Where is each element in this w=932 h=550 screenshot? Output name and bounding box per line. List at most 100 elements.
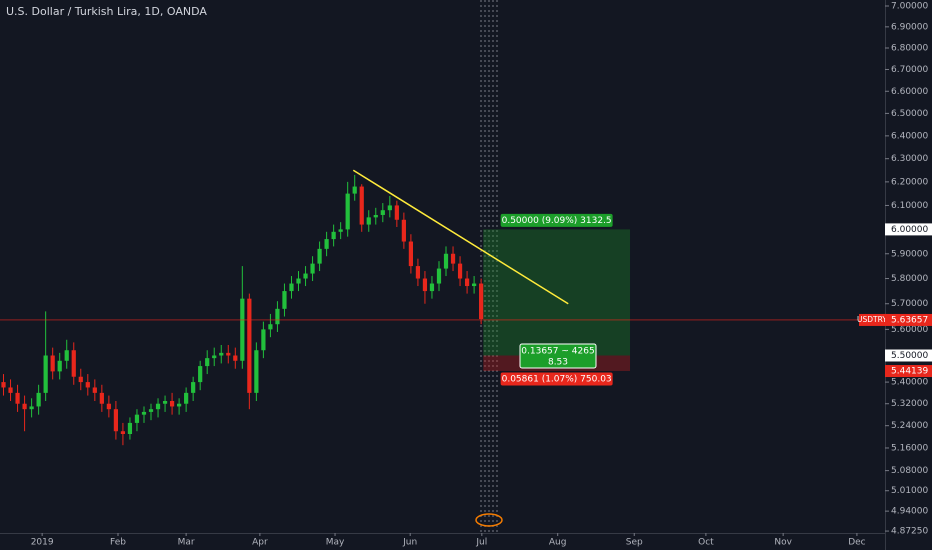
y-tick-label: 6.10000 [891,201,928,211]
candle-body [296,278,301,284]
y-tick-label: 5.24000 [891,421,928,431]
candle-body [127,422,133,435]
candle-body [78,376,83,383]
candle-body [92,387,97,393]
session-dividers [480,0,498,533]
candle-body [359,186,364,225]
pnl-box-border [519,343,597,369]
candle-body [261,329,266,351]
x-tick-label: 2019 [31,538,54,548]
candle-body [345,193,350,230]
candle-body [184,392,189,404]
candle-body [219,352,224,356]
y-tick-label: 5.16000 [891,443,928,453]
candle-body [457,263,463,279]
x-tick-label: Mar [178,538,195,548]
candle-body [387,205,392,211]
symbol-label: USDTRY [857,315,887,324]
candle-body [120,431,126,435]
candle-body [15,392,20,404]
trendline [352,169,569,305]
candle-body [50,355,55,372]
candle-body [198,366,203,383]
candle-body [155,403,161,410]
y-tick-label: 5.80000 [891,274,928,284]
candle-body [408,241,413,267]
y-tick-label: 6.20000 [891,177,928,187]
x-tick-label: Nov [774,538,792,548]
x-tick-label: Oct [698,538,714,548]
y-tick-label: 6.70000 [891,65,928,75]
y-tick-label: 5.01000 [891,486,928,496]
y-tick-label: 5.40000 [891,378,928,388]
y-tick-label: 5.08000 [891,466,928,476]
y-tick-label: 5.32000 [891,399,928,409]
candle-body [422,278,428,292]
candle-body [310,263,315,274]
pnl-box [520,344,596,368]
position-profit-zone [483,229,631,356]
candle-body [99,392,104,404]
candle-body [85,382,90,388]
candle-body [472,283,477,287]
candle-body [8,387,13,393]
candle-body [401,219,406,242]
stop-axis-badge [885,365,932,378]
entry-axis-label: 5.50000 [891,351,928,361]
event-marker[interactable] [475,513,503,527]
candle-body [366,217,371,225]
y-tick-label: 6.90000 [891,22,928,32]
x-tick-label: Feb [110,538,126,548]
target-box [500,213,613,227]
entry-axis-badge [885,349,932,362]
candle-body [254,350,259,393]
x-tick-label: Jul [475,538,487,548]
candle-body [464,278,470,287]
x-tick-label: Jun [402,538,417,548]
candle-body [205,358,210,367]
x-tick-label: Sep [626,538,643,548]
candle-body [191,382,196,393]
current-price-label: 5.63657 [891,315,928,325]
candle-body [233,355,238,361]
stop-axis-label: 5.44139 [891,367,928,377]
y-tick-label: 6.60000 [891,87,928,97]
candle-body [71,350,76,377]
candle-body [113,409,118,432]
candle-body [240,298,245,361]
x-tick-label: May [326,538,345,548]
candle-body [303,273,308,279]
candle-body [169,401,175,407]
y-tick-label: 6.30000 [891,154,928,164]
candle-body [212,355,217,359]
pnl-text: 0.13657 ~ 4265 [521,347,594,357]
target-text: 0.50000 (9.09%) 3132.5 [502,216,612,226]
candle-body [148,409,154,412]
candle-body [338,229,343,232]
y-tick-label: 4.94000 [891,507,928,517]
candle-body [479,283,484,320]
candle-body [162,401,168,404]
target-axis-label: 6.00000 [891,225,928,235]
y-tick-label: 5.60000 [891,325,928,335]
y-tick-label: 5.90000 [891,249,928,259]
y-tick-label: 6.50000 [891,109,928,119]
candle-body [106,403,111,410]
x-tick-label: Dec [848,538,865,548]
candle-body [43,355,48,393]
x-tick-label: Aug [549,538,567,548]
chart-title: U.S. Dollar / Turkish Lira, 1D, OANDA [6,5,207,18]
candle-body [324,239,329,249]
candle-body [57,360,62,372]
candle-body [275,308,280,325]
candle-body [443,253,449,269]
candle-body [282,291,287,309]
candle-body [331,231,336,240]
candle-body [415,266,421,279]
y-tick-label: 6.40000 [891,131,928,141]
price-badge [885,313,932,326]
candle-body [64,350,69,361]
candle-body [317,248,322,264]
